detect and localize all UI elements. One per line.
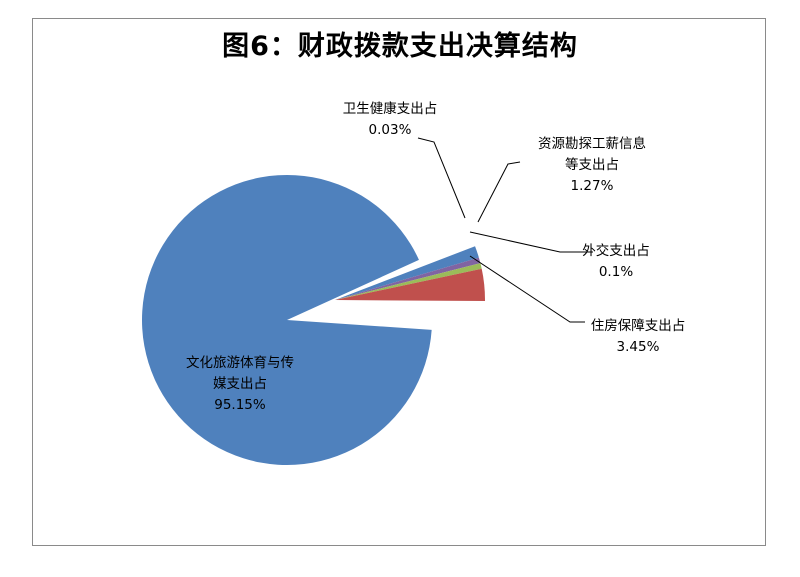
data-label-value: 1.27% [571,178,614,194]
leader-line [469,255,585,323]
data-label-value: 95.15% [214,397,266,413]
data-label-text: 文化旅游体育与传 [186,355,294,371]
pie-slice-foreign-affairs [335,263,482,300]
pie-slice-health [335,257,481,300]
chart-title: 图6：财政拨款支出决算结构 [222,31,578,62]
label-housing: 住房保障支出占 3.45% [591,318,686,355]
data-label-value: 0.03% [369,122,412,138]
data-label-text: 资源勘探工薪信息 [538,135,646,152]
pie-slice-culture-tourism [141,174,432,465]
data-label-text: 外交支出占 [582,242,650,259]
label-resources: 资源勘探工薪信息等支出占 1.27% [538,135,646,194]
data-label-text: 等支出占 [565,156,619,173]
leader-line [417,137,466,219]
label-culture-tourism: 文化旅游体育与传媒支出占 95.15% [186,355,294,413]
data-label-text: 住房保障支出占 [591,318,686,334]
leader-line [469,231,593,253]
pie-slice-resources [335,246,479,300]
data-label-value: 0.1% [599,264,633,280]
label-health: 卫生健康支出占 0.03% [343,100,438,138]
data-label-value: 3.45% [617,339,660,355]
data-label-text: 卫生健康支出占 [343,100,438,117]
pie-slice-housing [335,268,485,302]
label-foreign-affairs: 外交支出占 0.1% [582,242,650,280]
leader-line [477,161,521,223]
data-label-text: 媒支出占 [213,376,267,392]
